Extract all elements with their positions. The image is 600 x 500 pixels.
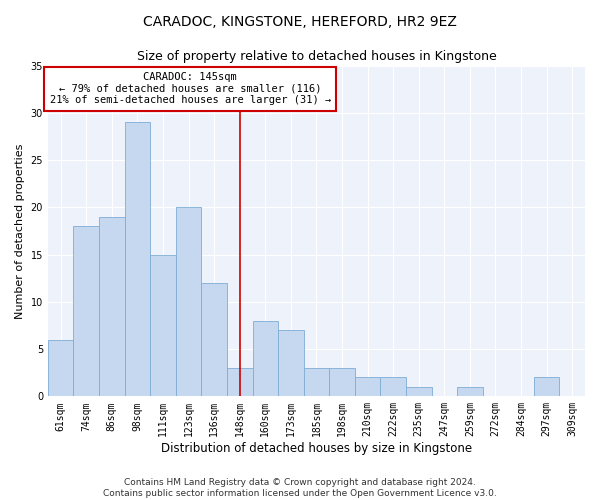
Text: CARADOC, KINGSTONE, HEREFORD, HR2 9EZ: CARADOC, KINGSTONE, HEREFORD, HR2 9EZ (143, 15, 457, 29)
Text: CARADOC: 145sqm
← 79% of detached houses are smaller (116)
21% of semi-detached : CARADOC: 145sqm ← 79% of detached houses… (50, 72, 331, 106)
Bar (99, 217, 125, 396)
Bar (150, 254, 176, 396)
Bar (227, 368, 253, 396)
Title: Size of property relative to detached houses in Kingstone: Size of property relative to detached ho… (137, 50, 496, 63)
Bar (457, 387, 482, 396)
Bar (380, 378, 406, 396)
Bar (304, 368, 329, 396)
Bar (73, 226, 99, 396)
X-axis label: Distribution of detached houses by size in Kingstone: Distribution of detached houses by size … (161, 442, 472, 455)
Y-axis label: Number of detached properties: Number of detached properties (15, 144, 25, 318)
Bar (329, 368, 355, 396)
Bar (253, 320, 278, 396)
Bar (355, 378, 380, 396)
Text: Contains HM Land Registry data © Crown copyright and database right 2024.
Contai: Contains HM Land Registry data © Crown c… (103, 478, 497, 498)
Bar (202, 283, 227, 397)
Bar (48, 340, 73, 396)
Bar (278, 330, 304, 396)
Bar (125, 122, 150, 396)
Bar (406, 387, 431, 396)
Bar (176, 208, 202, 396)
Bar (534, 378, 559, 396)
